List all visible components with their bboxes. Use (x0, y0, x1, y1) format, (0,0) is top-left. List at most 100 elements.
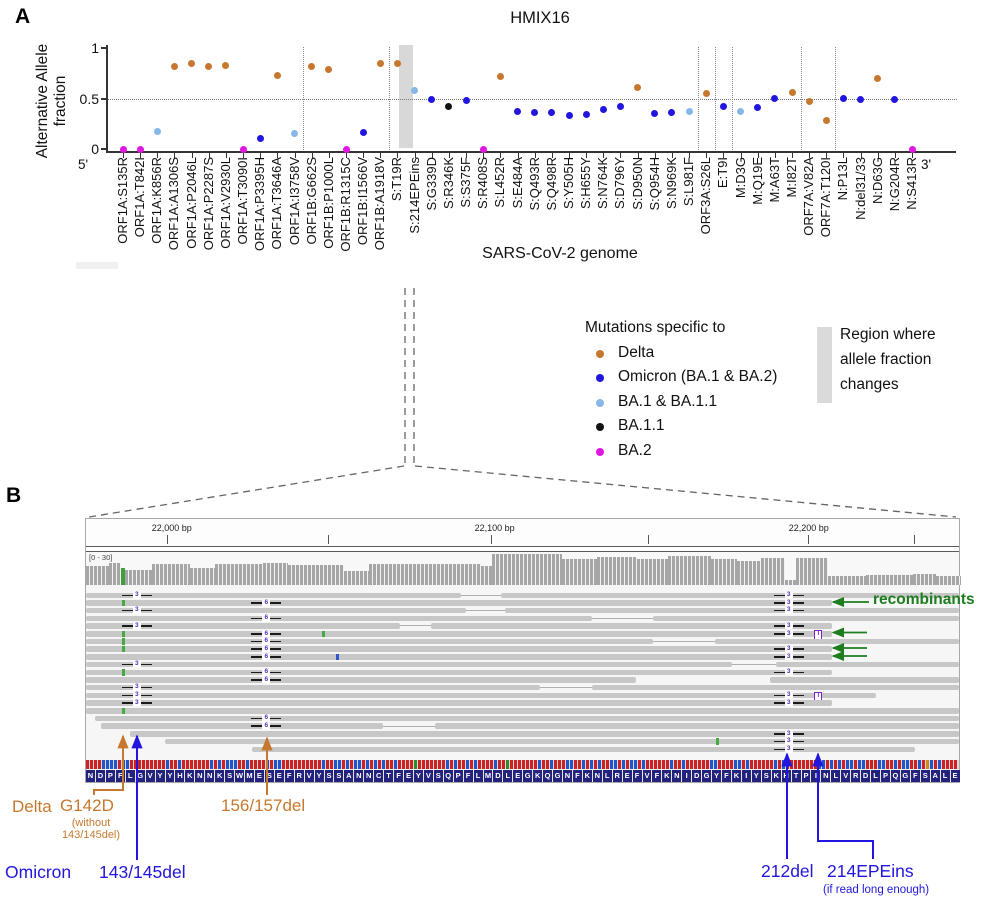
nucleotide-bar (438, 760, 441, 769)
amino-acid-cell: N (563, 770, 572, 782)
nucleotide-bar (522, 760, 525, 769)
nucleotide-bar (838, 760, 841, 769)
amino-acid-cell: M (245, 770, 254, 782)
gene-boundary-line (834, 47, 836, 152)
nucleotide-bar (322, 760, 325, 769)
legend-item-label: Omicron (BA.1 & BA.2) (618, 368, 778, 386)
nucleotide-bar (626, 760, 629, 769)
data-point (188, 59, 196, 67)
nucleotide-bar (630, 760, 633, 769)
nucleotide-bar (446, 760, 449, 769)
nucleotide-bar (326, 760, 329, 769)
read-row: 6 (86, 715, 959, 722)
nucleotide-bar (854, 760, 857, 769)
nucleotide-bar (930, 760, 933, 769)
amino-acid-cell: R (294, 770, 304, 782)
amino-acid-cell: F (284, 770, 294, 782)
nucleotide-bar (482, 760, 485, 769)
gene-boundary-line (697, 47, 699, 152)
nucleotide-bar (286, 760, 289, 769)
amino-acid-cell: K (731, 770, 741, 782)
deletion-line-right (140, 594, 152, 596)
read-row: 3 (86, 745, 959, 753)
x-tick-label: S:214EPEins (406, 157, 422, 234)
legend-dot (596, 350, 604, 358)
deletion-line-left (121, 625, 133, 627)
coverage-bar (86, 565, 109, 585)
nucleotide-bar (338, 760, 341, 769)
nucleotide-bar (110, 760, 113, 769)
amino-acid-cell: A (930, 770, 940, 782)
read-row: 6 (86, 722, 959, 730)
x-tick (843, 152, 845, 158)
nucleotide-bar (918, 760, 921, 769)
deletion-line-right (792, 702, 804, 704)
deletion-line-left (121, 594, 133, 596)
data-point (342, 145, 350, 153)
deletion-line-left (121, 694, 133, 697)
nucleotide-bar (706, 760, 709, 769)
nucleotide-bar (394, 760, 397, 769)
read-segment (86, 708, 959, 714)
deletion-marker: 6 (251, 668, 282, 676)
coverage-bar (668, 555, 712, 585)
nucleotide-bar (290, 760, 293, 769)
deletion-line-right (270, 633, 282, 635)
deletion-size-label: 3 (784, 607, 793, 614)
nucleotide-bar (134, 760, 137, 769)
deletion-size-label: 3 (132, 607, 141, 614)
amino-acid-cell: D (493, 770, 503, 782)
deletion-line-left (773, 594, 785, 596)
nucleotide-bar (454, 760, 457, 769)
deletion-marker: 3 (121, 684, 152, 691)
x-tick-label: ORF1A:T3090I (235, 157, 251, 245)
read-segment (86, 600, 833, 606)
nucleotide-bar (138, 760, 141, 769)
read-segment (775, 661, 959, 668)
read-segment (86, 692, 877, 699)
nucleotide-bar (890, 760, 893, 769)
coverage-bar (215, 564, 264, 585)
reference-line-0-5 (107, 98, 957, 100)
amino-acid-cell: N (195, 770, 205, 782)
deletion-line-left (251, 656, 263, 658)
nucleotide-bar (634, 760, 637, 769)
x-tick (586, 152, 588, 158)
nucleotide-bar (802, 760, 805, 769)
g142d-sublabel: (without 143/145del) (61, 817, 121, 841)
nucleotide-bar (366, 760, 369, 769)
coverage-bar (796, 557, 829, 585)
deletion-line-left (773, 671, 785, 673)
read-segment (86, 615, 593, 622)
amino-acid-cell: N (205, 770, 215, 782)
nucleotide-bar (398, 760, 401, 769)
x-tick-label: S:R408S (475, 157, 491, 210)
deletion-size-label: 3 (784, 591, 793, 599)
nucleotide-bar (694, 760, 697, 769)
coverage-bar (491, 554, 562, 585)
deletion-line-right (792, 602, 804, 604)
nucleotide-bar (686, 760, 689, 769)
amino-acid-cell: F (652, 770, 662, 782)
nucleotide-bar (450, 760, 453, 769)
data-point (719, 103, 727, 111)
deletion-line-left (251, 725, 263, 727)
deletion-line-right (792, 594, 804, 596)
legend-item-label: Delta (618, 344, 655, 361)
x-tick (620, 152, 622, 158)
x-tick-label: S:T19R (389, 157, 405, 202)
snp-mark-green (322, 630, 326, 637)
deletion-marker: 3 (773, 730, 804, 738)
data-point (308, 62, 316, 70)
amino-acid-cell: M (483, 770, 493, 782)
deletion-marker: 3 (773, 699, 804, 707)
nucleotide-bar (922, 760, 925, 769)
read-segment (592, 684, 959, 691)
deletion-size-label: 6 (262, 668, 271, 676)
nucleotide-bar (506, 760, 509, 769)
y-tick (101, 98, 106, 100)
nucleotide-bar (414, 760, 417, 769)
x-tick-label: S:L981F (681, 157, 697, 207)
nucleotide-bar (658, 760, 661, 769)
